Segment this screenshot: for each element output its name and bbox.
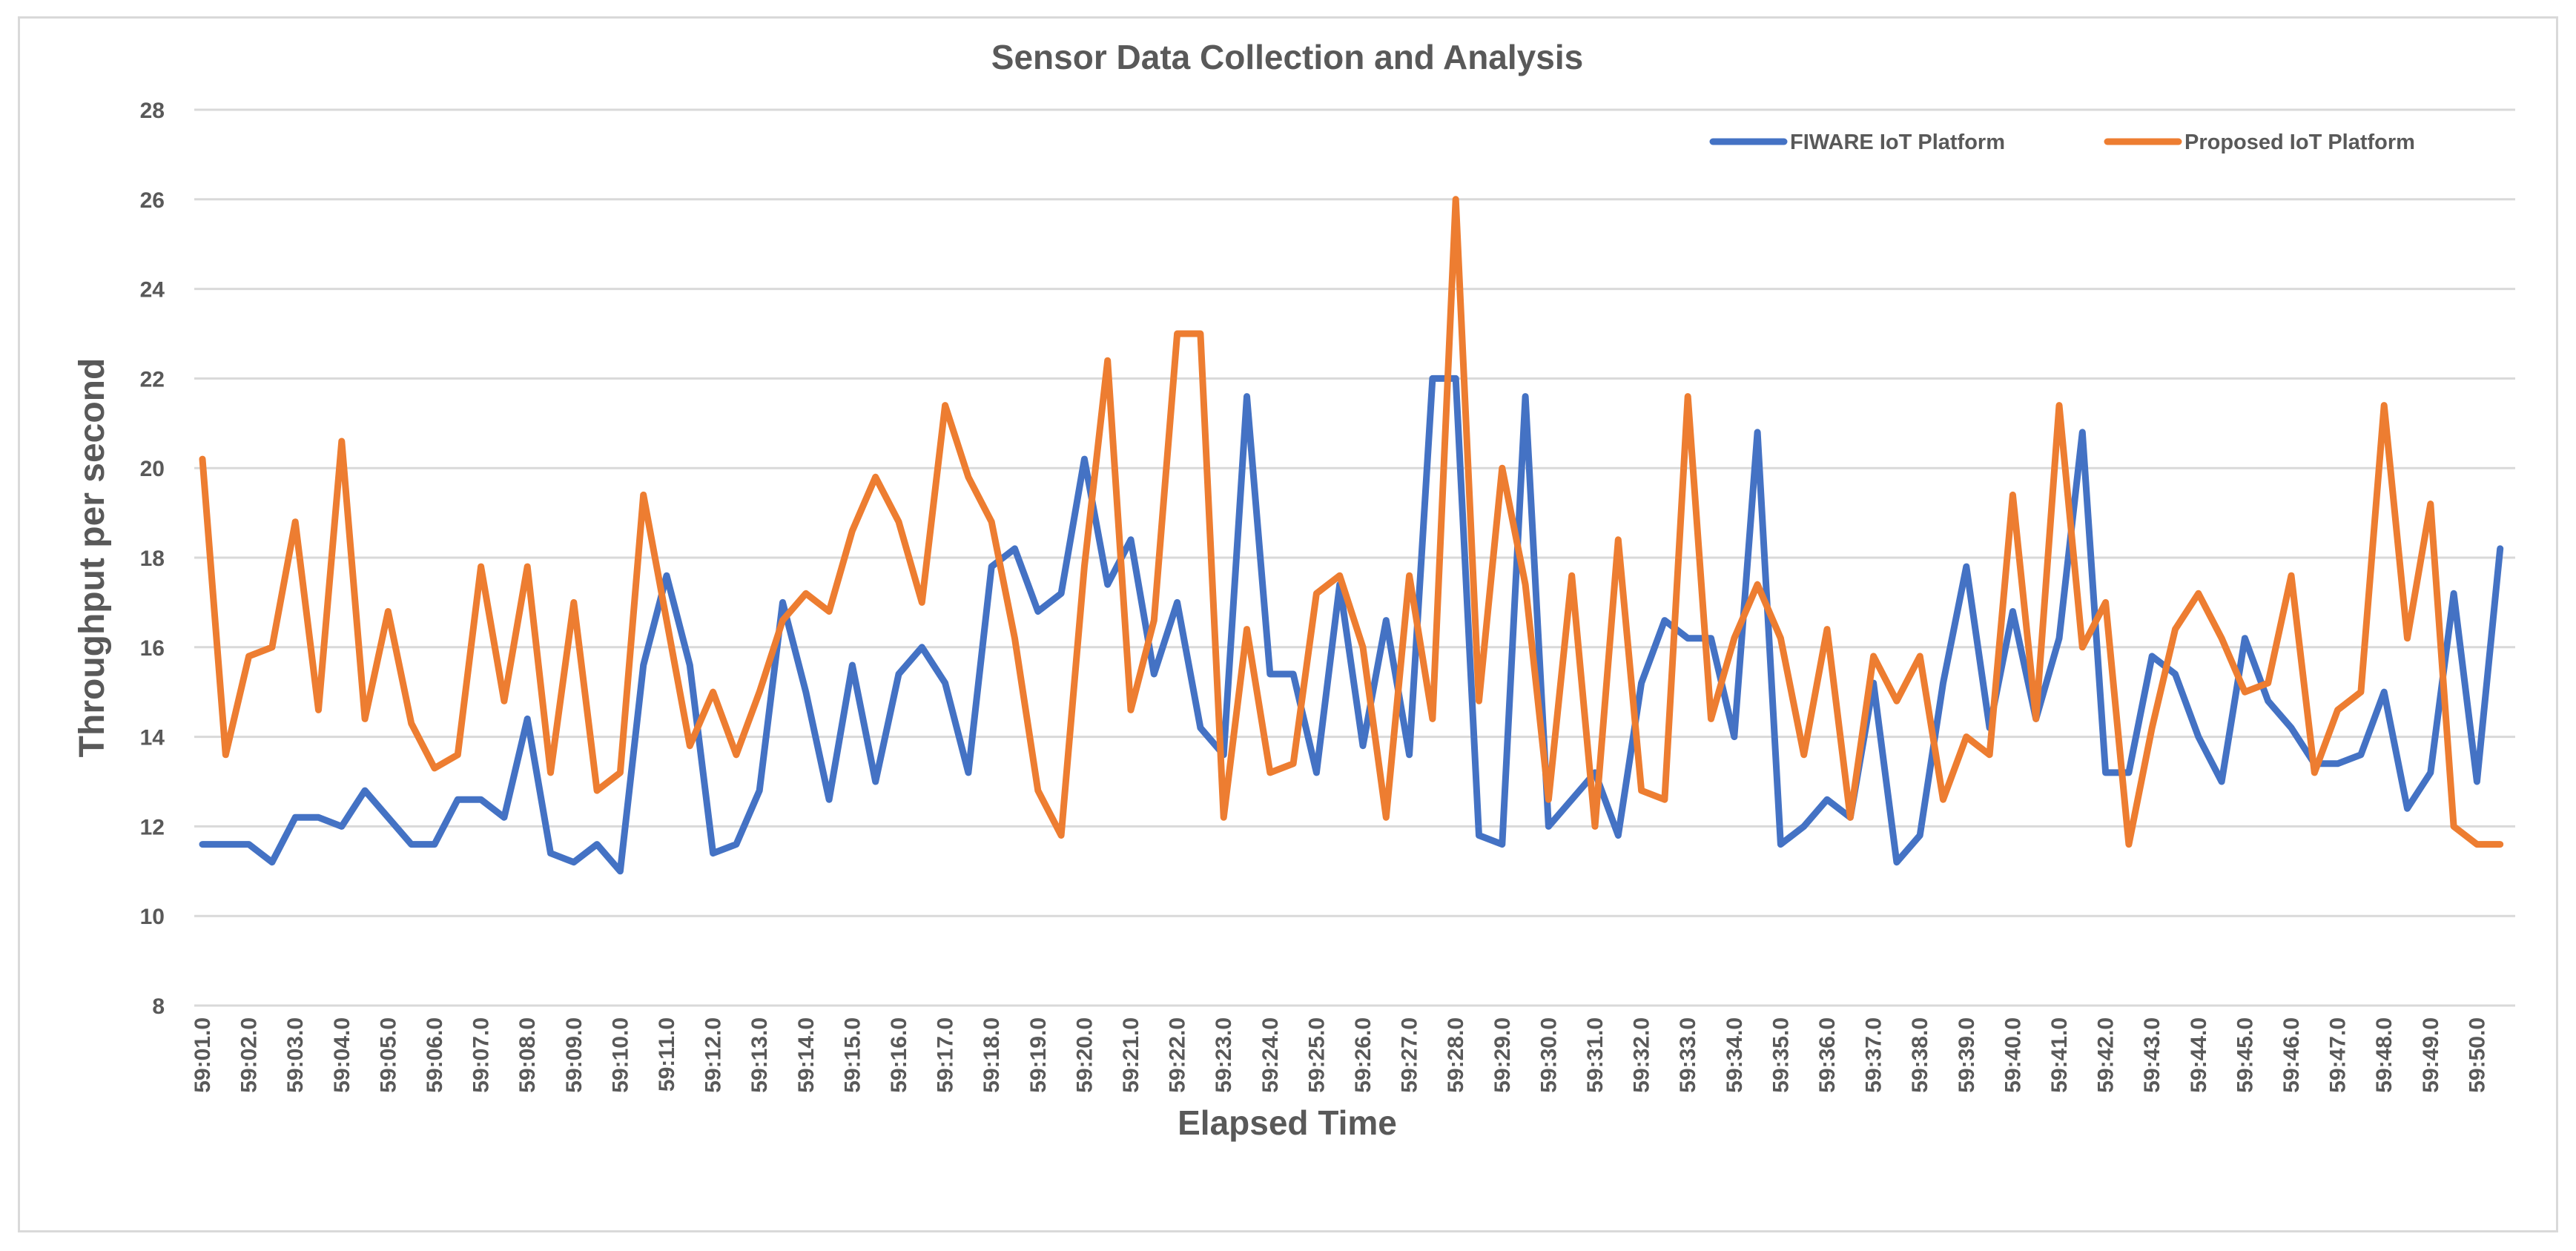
- y-tick-label: 22: [140, 367, 165, 392]
- x-tick-label: 59:16.0: [887, 1017, 911, 1093]
- x-tick-label: 59:21.0: [1119, 1017, 1143, 1093]
- x-tick-label: 59:28.0: [1444, 1017, 1468, 1093]
- x-tick-label: 59:41.0: [2047, 1017, 2072, 1093]
- x-tick-label: 59:49.0: [2419, 1017, 2443, 1093]
- x-tick-label: 59:35.0: [1768, 1017, 1793, 1093]
- y-tick-label: 10: [140, 905, 165, 929]
- x-axis-ticks: 59:01.0 59:02.0 59:03.0 59:04.0 59:05.0 59:06…: [191, 1017, 2489, 1093]
- series-lines: [199, 196, 2504, 875]
- x-tick-label: 59:44.0: [2187, 1017, 2211, 1093]
- x-tick-label: 59:10.0: [608, 1017, 633, 1093]
- y-tick-label: 20: [140, 457, 165, 481]
- x-tick-label: 59:18.0: [980, 1017, 1004, 1093]
- x-tick-label: 59:09.0: [562, 1017, 587, 1093]
- x-tick-label: 59:13.0: [747, 1017, 772, 1093]
- x-tick-label: 59:23.0: [1212, 1017, 1236, 1093]
- x-tick-label: 59:30.0: [1536, 1017, 1561, 1093]
- gridlines: [194, 108, 2515, 1007]
- x-tick-label: 59:08.0: [515, 1017, 540, 1093]
- x-tick-label: 59:43.0: [2140, 1017, 2164, 1093]
- x-tick-label: 59:32.0: [1630, 1017, 1654, 1093]
- legend-label: FIWARE IoT Platform: [1790, 131, 2005, 154]
- y-tick-label: 16: [140, 636, 165, 661]
- x-axis-title: Elapsed Time: [1178, 1103, 1397, 1142]
- chart-title: Sensor Data Collection and Analysis: [991, 38, 1583, 76]
- legend: FIWARE IoT Platform Proposed IoT Platform: [1709, 131, 2415, 154]
- x-tick-label: 59:33.0: [1676, 1017, 1700, 1093]
- y-tick-label: 26: [140, 188, 165, 213]
- x-tick-label: 59:39.0: [1955, 1017, 1979, 1093]
- x-tick-label: 59:26.0: [1351, 1017, 1375, 1093]
- x-tick-label: 59:40.0: [2001, 1017, 2025, 1093]
- x-tick-label: 59:14.0: [794, 1017, 819, 1093]
- series-line-fiware: [199, 374, 2504, 875]
- x-tick-label: 59:06.0: [423, 1017, 447, 1093]
- y-tick-label: 28: [140, 99, 165, 123]
- x-tick-label: 59:29.0: [1490, 1017, 1515, 1093]
- x-tick-label: 59:19.0: [1026, 1017, 1051, 1093]
- x-tick-label: 59:12.0: [701, 1017, 726, 1093]
- y-tick-label: 12: [140, 815, 165, 839]
- x-tick-label: 59:37.0: [1862, 1017, 1886, 1093]
- x-tick-label: 59:03.0: [283, 1017, 308, 1093]
- y-tick-label: 24: [140, 278, 165, 303]
- x-tick-label: 59:42.0: [2094, 1017, 2118, 1093]
- x-tick-label: 59:04.0: [330, 1017, 354, 1093]
- x-tick-label: 59:31.0: [1583, 1017, 1608, 1093]
- x-tick-label: 59:05.0: [376, 1017, 400, 1093]
- y-tick-label: 18: [140, 547, 165, 571]
- chart-frame: [18, 16, 2558, 1232]
- x-tick-label: 59:17.0: [934, 1017, 958, 1093]
- y-tick-label: 8: [152, 994, 165, 1019]
- x-tick-label: 59:22.0: [1166, 1017, 1190, 1093]
- legend-label: Proposed IoT Platform: [2184, 131, 2415, 154]
- x-tick-label: 59:47.0: [2326, 1017, 2351, 1093]
- x-tick-label: 59:25.0: [1304, 1017, 1329, 1093]
- x-tick-label: 59:38.0: [1908, 1017, 1932, 1093]
- x-tick-label: 59:11.0: [655, 1017, 679, 1092]
- x-tick-label: 59:46.0: [2279, 1017, 2304, 1093]
- y-tick-label: 14: [140, 726, 165, 750]
- x-tick-label: 59:07.0: [469, 1017, 494, 1093]
- x-tick-label: 59:20.0: [1072, 1017, 1097, 1093]
- y-axis-title: Throughput per second: [73, 358, 112, 758]
- x-tick-label: 59:48.0: [2372, 1017, 2397, 1093]
- x-tick-label: 59:24.0: [1258, 1017, 1283, 1093]
- x-tick-label: 59:45.0: [2233, 1017, 2257, 1093]
- x-tick-label: 59:50.0: [2465, 1017, 2489, 1093]
- x-tick-label: 59:27.0: [1398, 1017, 1422, 1093]
- series-line-proposed: [199, 196, 2504, 848]
- x-tick-label: 59:15.0: [840, 1017, 865, 1093]
- x-tick-label: 59:36.0: [1815, 1017, 1840, 1093]
- x-tick-label: 59:02.0: [237, 1017, 262, 1093]
- x-tick-label: 59:01.0: [191, 1017, 215, 1093]
- y-axis-ticks: 8 10 12 14 16 18 20 22 24 26 28: [140, 99, 165, 1019]
- x-tick-label: 59:34.0: [1723, 1017, 1747, 1093]
